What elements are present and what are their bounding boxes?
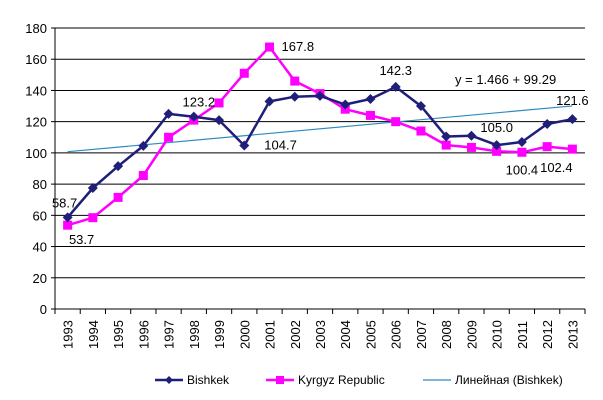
y-tick-label: 0: [40, 302, 47, 317]
data-point: [340, 99, 351, 110]
data-point: [441, 131, 452, 142]
data-label: 123.2: [183, 95, 216, 110]
y-tick-label: 120: [25, 115, 47, 130]
data-point: [188, 111, 199, 122]
trendline-line: [67, 105, 573, 153]
data-point: [63, 220, 73, 230]
series-bishkek: [62, 81, 578, 223]
data-point: [365, 110, 375, 120]
x-tick-label: 2007: [414, 320, 429, 349]
x-tick-label: 2013: [565, 320, 580, 349]
data-point: [113, 161, 124, 172]
data-point: [265, 42, 275, 52]
x-tick-label: 1996: [136, 320, 151, 349]
legend-item: Kyrgyz Republic: [266, 373, 385, 387]
x-tick-label: 2004: [338, 320, 353, 349]
x-tick-label: 2008: [439, 320, 454, 349]
y-tick-label: 180: [25, 21, 47, 36]
data-label: 104.7: [264, 138, 297, 153]
data-label: 100.4: [506, 162, 539, 177]
data-point: [567, 144, 577, 154]
legend-label: Bishkek: [187, 373, 230, 387]
data-point: [87, 183, 98, 194]
data-label: 167.8: [282, 39, 315, 54]
legend-marker: [276, 376, 284, 384]
data-point: [290, 76, 300, 86]
data-point: [517, 147, 527, 157]
data-point: [466, 142, 476, 152]
data-point: [542, 119, 553, 130]
data-label: 105.0: [480, 120, 513, 135]
x-tick-label: 1999: [212, 320, 227, 349]
y-tick-label: 80: [33, 177, 47, 192]
data-point: [390, 81, 401, 92]
y-tick-label: 100: [25, 146, 47, 161]
y-tick-label: 60: [33, 208, 47, 223]
x-tick-label: 2000: [237, 320, 252, 349]
trendline-equation: y = 1.466 + 99.29: [455, 72, 556, 87]
data-point: [289, 91, 300, 102]
x-tick-label: 2010: [490, 320, 505, 349]
data-labels: 58.7 53.7 123.2 104.7 167.8 142.3 105.0 100.4 10…: [52, 39, 589, 247]
data-label: 58.7: [52, 195, 77, 210]
data-label: 53.7: [69, 232, 94, 247]
data-point: [163, 108, 174, 119]
trendline: [67, 105, 573, 153]
x-tick-label: 1993: [61, 320, 76, 349]
data-point: [415, 101, 426, 112]
data-point: [391, 117, 401, 127]
data-point: [264, 96, 275, 107]
data-point: [315, 90, 325, 101]
y-tick-label: 140: [25, 83, 47, 98]
x-tick-label: 2002: [288, 320, 303, 349]
data-point: [516, 136, 527, 147]
data-point: [441, 140, 451, 150]
data-point: [138, 171, 148, 181]
x-tick-label: 2006: [389, 320, 404, 349]
data-point: [239, 68, 249, 78]
x-tick-label: 1997: [162, 320, 177, 349]
data-point: [416, 126, 426, 136]
x-tick-label: 2003: [313, 320, 328, 349]
legend-item: Линейная (Bishkek): [423, 373, 563, 387]
legend-label: Линейная (Bishkek): [455, 373, 563, 387]
x-tick-label: 2009: [464, 320, 479, 349]
series-kyrgyz-republic: [63, 42, 577, 230]
x-tick-label: 1998: [187, 320, 202, 349]
data-point: [164, 132, 174, 142]
x-tick-label: 2011: [515, 321, 530, 349]
data-point: [542, 142, 552, 152]
data-point: [113, 192, 123, 202]
data-label: 102.4: [540, 160, 573, 175]
data-point: [239, 140, 250, 151]
x-tick-label: 2005: [363, 320, 378, 349]
data-point: [88, 213, 98, 223]
y-tick-label: 20: [33, 271, 47, 286]
data-point: [365, 94, 376, 105]
y-tick-label: 40: [33, 240, 47, 255]
gridlines: [55, 27, 585, 279]
data-point: [492, 146, 502, 156]
data-point: [491, 140, 502, 151]
legend-label: Kyrgyz Republic: [298, 373, 385, 387]
data-point: [214, 98, 224, 108]
data-point: [466, 130, 477, 141]
data-point: [138, 140, 149, 151]
x-tick-label: 1994: [86, 320, 101, 349]
axes: 0 20 40 60 80 100 120 140 160 180 1993 1994 1995 1996…: [25, 21, 586, 349]
x-tick-label: 2001: [263, 320, 278, 349]
x-tick-label: 2012: [540, 320, 555, 349]
x-tick-label: 1995: [111, 320, 126, 349]
legend-item: Bishkek: [155, 373, 230, 387]
y-tick-label: 160: [25, 52, 47, 67]
legend: Bishkek Kyrgyz Republic Линейная (Bishkek): [155, 373, 563, 387]
data-label: 142.3: [379, 63, 412, 78]
series-layer: [62, 42, 578, 230]
legend-marker: [165, 376, 173, 384]
data-point: [214, 115, 225, 126]
data-label: 121.6: [556, 93, 589, 108]
data-point: [567, 114, 578, 125]
data-point: [62, 212, 73, 223]
